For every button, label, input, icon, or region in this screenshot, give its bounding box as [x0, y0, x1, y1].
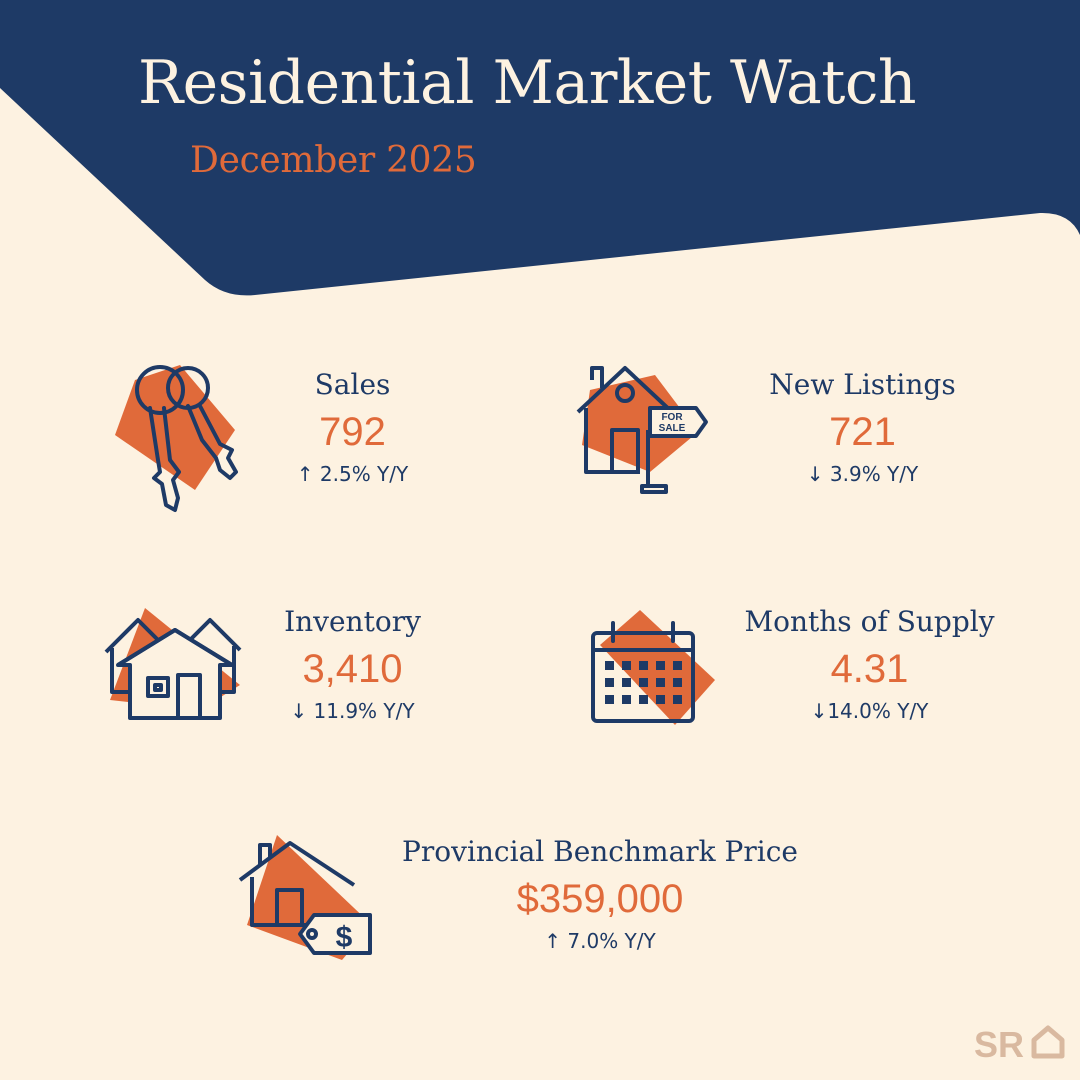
logo-text: SR — [974, 1024, 1024, 1064]
stat-value: 721 — [829, 409, 896, 454]
house-outline-icon — [1031, 1025, 1065, 1059]
for-sale-sign-text: FOR SALE — [659, 412, 686, 434]
stat-new-listings: New Listings 721 ↓ 3.9% Y/Y — [725, 368, 1000, 486]
stat-value: 4.31 — [830, 646, 909, 691]
stat-label: Months of Supply — [744, 605, 995, 638]
stat-benchmark-price: Provincial Benchmark Price $359,000 ↑ 7.… — [380, 835, 820, 953]
houses-icon — [104, 608, 242, 720]
stat-label: Provincial Benchmark Price — [402, 835, 798, 868]
stat-change: ↓ 11.9% Y/Y — [290, 698, 415, 723]
brand-logo: SR — [974, 1024, 1065, 1064]
keys-icon — [115, 365, 238, 512]
stat-change: ↓ 3.9% Y/Y — [806, 461, 919, 486]
stat-label: New Listings — [769, 368, 956, 401]
stat-label: Sales — [314, 368, 391, 401]
stat-label: Inventory — [284, 605, 421, 638]
for-sale-house-icon: FOR SALE — [576, 366, 708, 494]
stat-change: ↑ 7.0% Y/Y — [544, 928, 656, 953]
stat-inventory: Inventory 3,410 ↓ 11.9% Y/Y — [250, 605, 455, 723]
calendar-icon — [591, 610, 715, 725]
house-price-tag-icon: $ — [238, 835, 372, 960]
stat-value: 792 — [319, 409, 386, 454]
stat-value: 3,410 — [302, 646, 403, 691]
page-subtitle: December 2025 — [190, 140, 477, 181]
header-banner — [0, 0, 1080, 296]
stat-value: $359,000 — [516, 876, 684, 921]
stat-sales: Sales 792 ↑ 2.5% Y/Y — [245, 368, 460, 486]
stat-change: ↓14.0% Y/Y — [810, 698, 929, 723]
dollar-sign: $ — [336, 921, 353, 954]
stat-months-of-supply: Months of Supply 4.31 ↓14.0% Y/Y — [722, 605, 1017, 723]
page-title: Residential Market Watch — [138, 48, 917, 118]
stat-change: ↑ 2.5% Y/Y — [296, 461, 409, 486]
